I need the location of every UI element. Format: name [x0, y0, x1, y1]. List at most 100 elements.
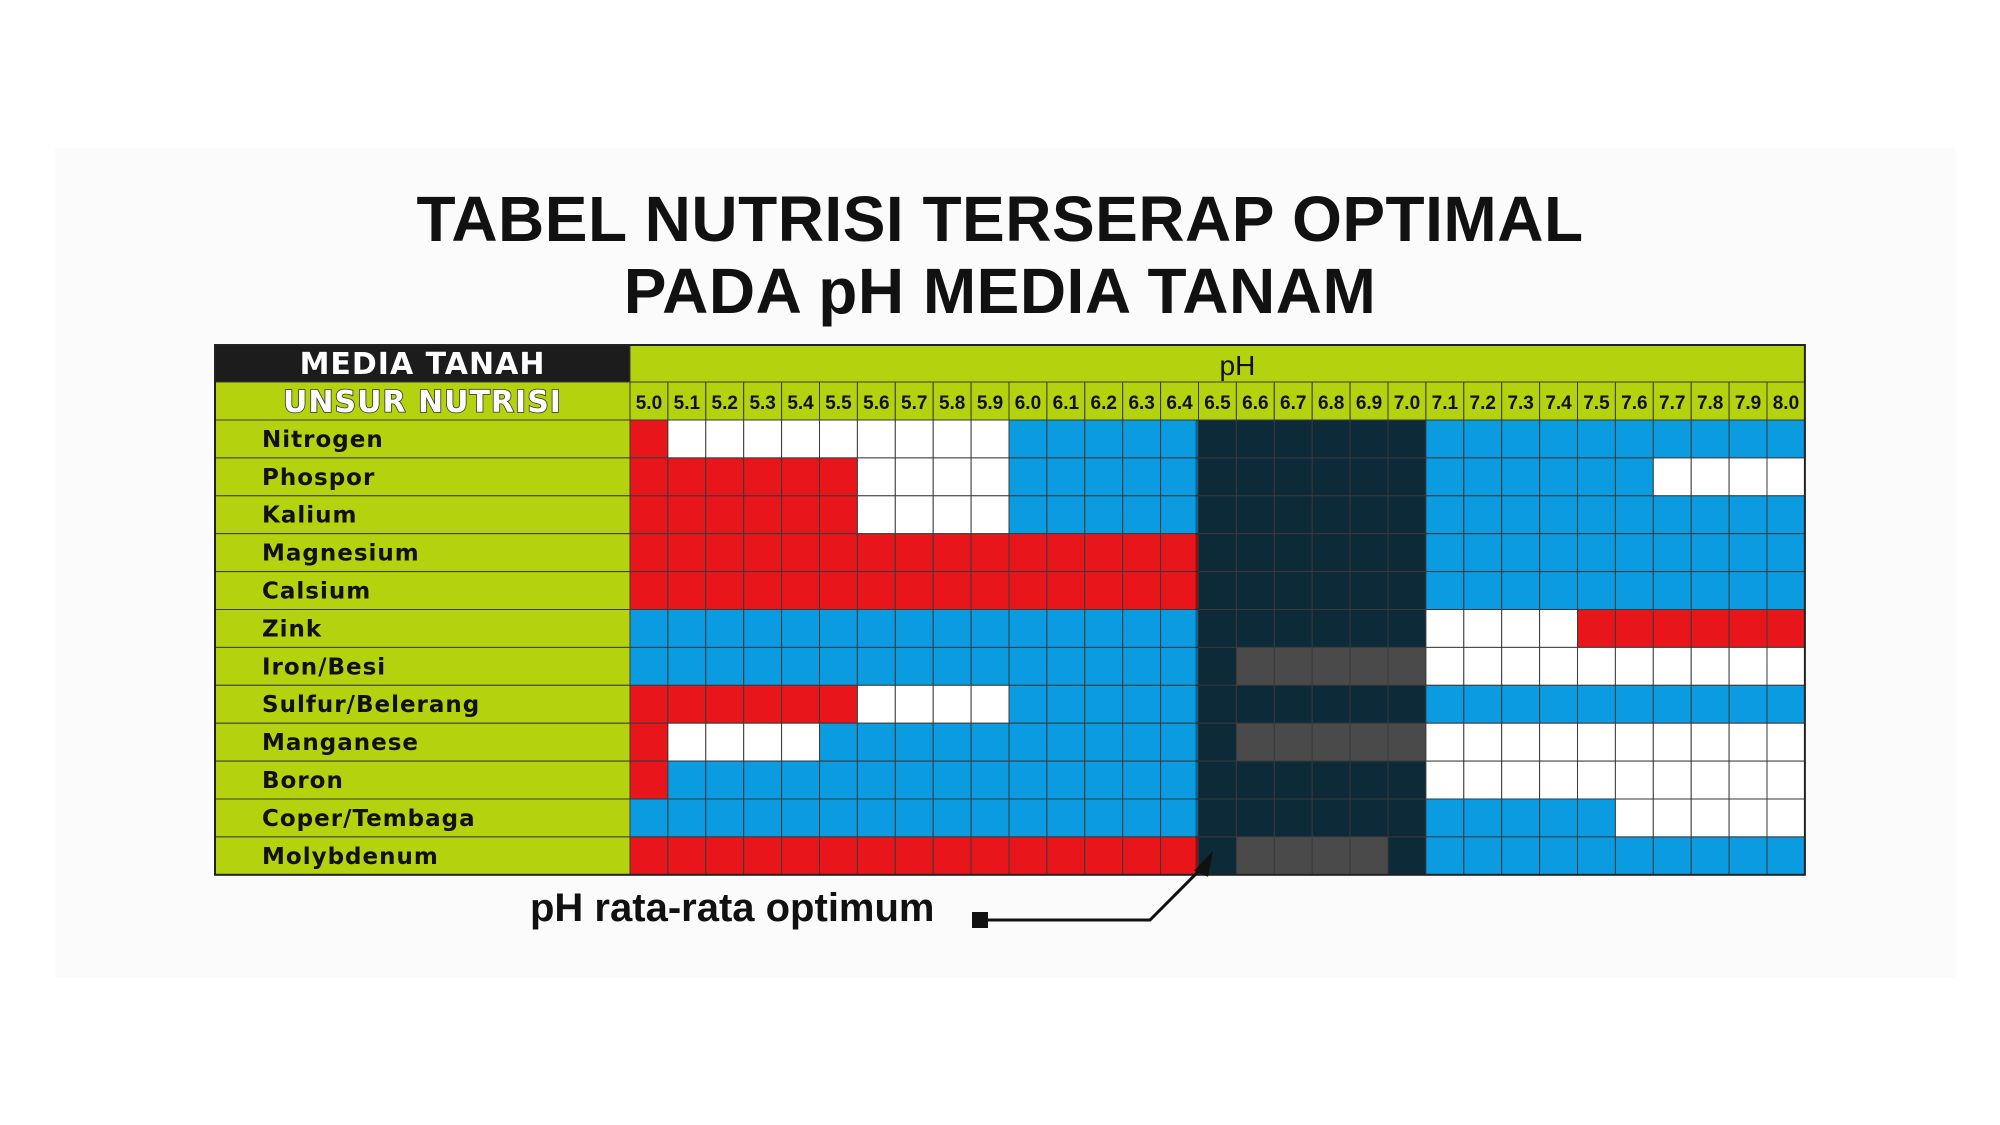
cell-2-19: [1349, 495, 1389, 535]
cell-2-11: [1046, 495, 1086, 535]
ph-tick-label: 5.0: [636, 393, 662, 414]
cell-5-19: [1349, 609, 1389, 648]
cell-7-9: [970, 684, 1010, 724]
cell-6-22: [1463, 646, 1503, 686]
cell-2-16: [1235, 495, 1275, 535]
cell-3-7: [894, 533, 934, 573]
cell-2-8: [932, 495, 972, 535]
cell-11-21: [1425, 836, 1465, 876]
cell-6-29: [1728, 646, 1768, 686]
cell-1-6: [856, 457, 896, 497]
cell-5-3: [743, 609, 783, 648]
cell-7-19: [1349, 684, 1389, 724]
cell-7-11: [1046, 684, 1086, 724]
cell-1-3: [743, 457, 783, 497]
ph-tick-cell: [819, 381, 858, 421]
cell-5-15: [1198, 609, 1237, 648]
ph-tick-label: 6.1: [1053, 393, 1080, 414]
ph-tick-label: 7.1: [1432, 393, 1459, 414]
cell-0-19: [1349, 419, 1389, 459]
cell-9-9: [970, 760, 1010, 800]
cell-0-20: [1387, 419, 1427, 459]
cell-5-0: [629, 609, 669, 648]
cell-4-25: [1577, 571, 1616, 610]
cell-9-16: [1235, 760, 1275, 800]
cell-8-7: [894, 722, 934, 762]
cell-7-10: [1008, 684, 1048, 724]
cell-0-9: [970, 419, 1010, 459]
cell-7-6: [856, 684, 896, 724]
cell-4-0: [629, 571, 669, 610]
cell-11-9: [970, 836, 1010, 876]
cell-9-17: [1273, 760, 1313, 800]
cell-7-17: [1273, 684, 1313, 724]
cell-10-15: [1198, 798, 1237, 838]
cell-5-26: [1614, 609, 1654, 648]
cell-6-27: [1652, 646, 1692, 686]
cell-2-29: [1728, 495, 1768, 535]
cell-7-26: [1614, 684, 1654, 724]
unsur-nutrisi-header-box: [214, 381, 631, 421]
row-label-cell: [214, 684, 631, 724]
ph-header-bar: [629, 344, 1806, 383]
ph-tick-label: 5.4: [787, 393, 814, 414]
cell-2-7: [894, 495, 934, 535]
cell-7-7: [894, 684, 934, 724]
cell-9-4: [781, 760, 820, 800]
cell-7-1: [667, 684, 707, 724]
cell-10-16: [1235, 798, 1275, 838]
cell-6-20: [1387, 646, 1427, 686]
cell-10-0: [629, 798, 669, 838]
cell-9-28: [1690, 760, 1730, 800]
cell-8-3: [743, 722, 783, 762]
cell-3-6: [856, 533, 896, 573]
cell-6-30: [1766, 646, 1806, 686]
chart-subtitle: PADA pH MEDIA TANAM: [623, 255, 1377, 327]
cell-2-24: [1539, 495, 1578, 535]
optimum-band-edge: [1195, 420, 1199, 875]
cell-8-12: [1084, 722, 1124, 762]
cell-6-3: [743, 646, 783, 686]
ph-tick-label: 6.6: [1242, 393, 1268, 414]
cell-4-27: [1652, 571, 1692, 610]
cell-1-14: [1160, 457, 1199, 497]
cell-8-11: [1046, 722, 1086, 762]
cell-6-7: [894, 646, 934, 686]
cell-3-16: [1235, 533, 1275, 573]
cell-8-30: [1766, 722, 1806, 762]
cell-9-8: [932, 760, 972, 800]
cell-9-2: [705, 760, 745, 800]
cell-7-12: [1084, 684, 1124, 724]
cell-8-9: [970, 722, 1010, 762]
ph-tick-label: 7.6: [1621, 393, 1647, 414]
cell-2-6: [856, 495, 896, 535]
cell-1-19: [1349, 457, 1389, 497]
cell-4-18: [1311, 571, 1351, 610]
cell-2-3: [743, 495, 783, 535]
cell-3-24: [1539, 533, 1578, 573]
cell-4-3: [743, 571, 783, 610]
cell-10-20: [1387, 798, 1427, 838]
cell-4-17: [1273, 571, 1313, 610]
cell-11-6: [856, 836, 896, 876]
cell-4-24: [1539, 571, 1578, 610]
cell-5-21: [1425, 609, 1465, 648]
cell-5-25: [1577, 609, 1616, 648]
cell-1-10: [1008, 457, 1048, 497]
cell-10-14: [1160, 798, 1199, 838]
cell-8-28: [1690, 722, 1730, 762]
cell-2-5: [819, 495, 858, 535]
cell-5-13: [1122, 609, 1162, 648]
cell-3-3: [743, 533, 783, 573]
cell-2-9: [970, 495, 1010, 535]
cell-3-17: [1273, 533, 1313, 573]
row-label-cell: [214, 495, 631, 535]
cell-2-28: [1690, 495, 1730, 535]
cell-9-27: [1652, 760, 1692, 800]
ph-tick-label: 7.0: [1394, 393, 1420, 414]
cell-10-8: [932, 798, 972, 838]
cell-6-13: [1122, 646, 1162, 686]
cell-5-18: [1311, 609, 1351, 648]
row-label-iron-besi: Iron/Besi: [262, 654, 386, 680]
cell-6-10: [1008, 646, 1048, 686]
